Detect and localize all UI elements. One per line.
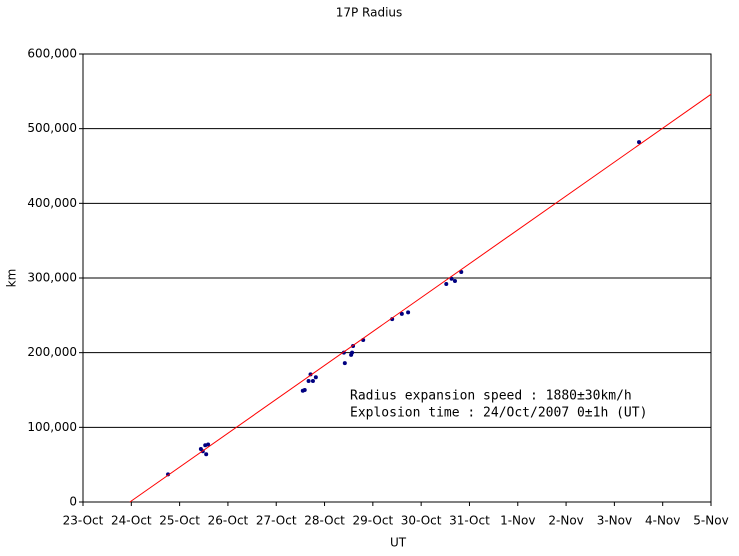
y-tick-label: 100,000 (27, 420, 77, 434)
x-tick-label: 29-Oct (353, 514, 394, 528)
x-tick-label: 28-Oct (304, 514, 345, 528)
y-tick-label: 300,000 (27, 271, 77, 285)
x-tick-label: 3-Nov (597, 514, 632, 528)
data-point (459, 270, 464, 275)
y-tick-label: 200,000 (27, 345, 77, 359)
x-axis-label: UT (390, 536, 407, 550)
data-point (313, 375, 318, 380)
data-point (444, 281, 449, 286)
x-tick-label: 31-Oct (449, 514, 490, 528)
data-point (449, 276, 454, 281)
chart-title: 17P Radius (336, 6, 403, 20)
y-axis-label: km (5, 269, 19, 288)
data-point (399, 311, 404, 316)
data-point (306, 379, 311, 384)
y-tick-label: 500,000 (27, 121, 77, 135)
x-tick-label: 4-Nov (645, 514, 680, 528)
data-point (302, 388, 307, 392)
x-tick-label: 25-Oct (159, 514, 200, 528)
plot-border (82, 53, 712, 503)
data-point (204, 452, 209, 457)
x-tick-label: 30-Oct (401, 514, 442, 528)
y-tick-label: 600,000 (27, 47, 77, 61)
x-tick-label: 27-Oct (256, 514, 297, 528)
annotation: Radius expansion speed : 1880±30km/h (350, 389, 632, 404)
y-tick-label: 400,000 (27, 196, 77, 210)
y-tick-label: 0 (69, 495, 77, 509)
data-point (390, 317, 395, 322)
data-point (452, 278, 457, 283)
data-point (406, 310, 411, 315)
data-point (637, 140, 642, 145)
data-point (350, 350, 355, 355)
data-point (308, 372, 313, 377)
data-point (310, 379, 315, 384)
data-point (342, 361, 347, 366)
x-tick-label: 23-Oct (63, 514, 104, 528)
annotation: Explosion time : 24/Oct/2007 0±1h (UT) (350, 406, 647, 421)
x-tick-label: 5-Nov (693, 514, 728, 528)
x-tick-label: 24-Oct (111, 514, 152, 528)
fit-line (129, 93, 712, 503)
x-tick-label: 26-Oct (208, 514, 249, 528)
x-tick-label: 1-Nov (500, 514, 535, 528)
x-tick-label: 2-Nov (548, 514, 583, 528)
data-point (206, 442, 211, 447)
